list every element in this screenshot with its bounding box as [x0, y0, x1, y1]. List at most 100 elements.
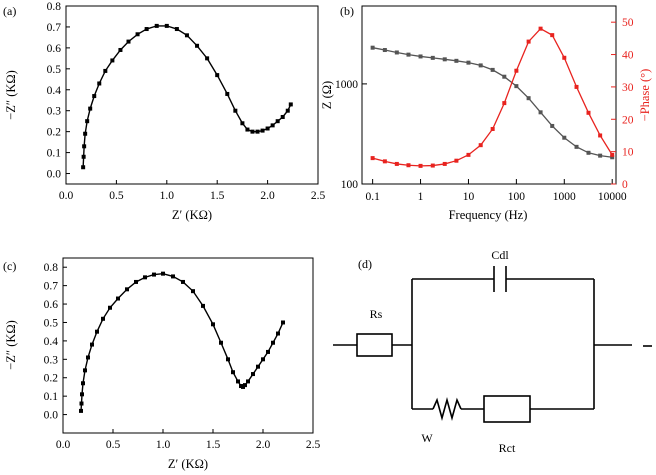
impedance-series-line: [372, 47, 613, 158]
panel-b-series: [370, 26, 615, 168]
x-tick-label: 1000: [553, 191, 576, 203]
rs-label: Rs: [370, 307, 383, 321]
data-point: [276, 331, 280, 336]
data-point: [81, 154, 86, 159]
impedance-data-point: [382, 48, 387, 53]
panel-c-plot-frame: [62, 257, 314, 434]
y-tick-label: 0.4: [47, 85, 62, 97]
data-point: [86, 355, 90, 360]
data-point: [205, 56, 210, 61]
phase-data-point: [370, 156, 375, 161]
y-right-tick-label: 30: [622, 82, 634, 94]
resistor-rs: [356, 333, 393, 357]
data-point: [246, 379, 250, 384]
phase-data-point: [382, 159, 387, 164]
data-point: [191, 289, 195, 294]
data-point: [126, 39, 131, 44]
data-point: [101, 316, 105, 321]
data-point: [288, 102, 293, 107]
x-tick-label: 10: [463, 191, 475, 203]
data-point: [83, 131, 88, 136]
data-point: [195, 43, 200, 48]
x-tick-label: 1.0: [160, 190, 175, 202]
data-point: [174, 27, 179, 32]
panel-c-series: [79, 271, 285, 413]
data-point: [95, 329, 99, 334]
panel-c-ylabel: −Z″ (KΩ): [4, 320, 18, 370]
panel-a-nyquist: (a) 0.0 0.5 1.0 1.5 2.0 2.5 0.0 0.1 0.2 0.3 0.4 0.5…: [3, 1, 325, 222]
phase-data-point: [610, 152, 615, 157]
y-tick-label: 0.5: [44, 317, 59, 329]
panel-a-axes: 0.0 0.5 1.0 1.5 2.0 2.5 0.0 0.1 0.2 0.3 0.4 0.5 0.6 0…: [47, 1, 326, 202]
y-tick-label: 0.6: [44, 299, 59, 311]
y-tick-label: 0.2: [44, 373, 59, 385]
panel-a-xlabel: Z′ (KΩ): [172, 208, 212, 222]
data-point: [181, 279, 185, 284]
panel-a-ylabel: −Z″ (KΩ): [4, 70, 18, 120]
impedance-data-point: [370, 45, 375, 50]
x-tick-label: 100: [508, 191, 526, 203]
data-point: [161, 271, 165, 276]
data-point: [79, 408, 83, 413]
x-tick-label: 0.5: [109, 190, 124, 202]
phase-data-point: [514, 68, 519, 73]
impedance-data-point: [526, 96, 531, 101]
data-point: [215, 73, 220, 78]
x-tick-label: 0.0: [59, 190, 74, 202]
panel-b-plot-frame: [361, 5, 617, 185]
y-tick-label: 0.8: [47, 1, 62, 13]
data-point: [79, 401, 84, 406]
y-tick-label: 0.7: [44, 281, 59, 293]
y-right-tick-label: 50: [622, 17, 634, 29]
data-point: [211, 322, 215, 327]
data-point: [118, 47, 123, 52]
impedance-data-point: [490, 67, 495, 72]
data-point: [201, 303, 205, 308]
panel-a-plot-frame: [65, 5, 319, 185]
panel-b-label: (b): [340, 4, 354, 18]
data-point: [250, 129, 255, 134]
data-point: [154, 23, 159, 28]
data-point: [243, 383, 247, 388]
impedance-data-point: [406, 52, 411, 57]
panel-c-nyquist: (c) 0.0 0.5 1.0 1.5 2.0 2.5 0.0 0.1 0.2 0.3 0.4 0.5…: [3, 257, 321, 471]
data-point: [88, 106, 93, 111]
phase-data-point: [526, 39, 531, 44]
data-point: [144, 27, 149, 32]
x-tick-label: 2.5: [311, 190, 326, 202]
data-point: [164, 23, 169, 28]
data-point: [266, 349, 270, 354]
data-point: [271, 340, 275, 345]
x-tick-label: 1.0: [156, 439, 171, 451]
y-tick-label: 0.7: [47, 22, 62, 34]
y-tick-label: 0.3: [44, 354, 59, 366]
impedance-data-point: [586, 150, 591, 155]
phase-data-point: [442, 161, 447, 166]
phase-data-point: [418, 163, 423, 168]
data-point: [275, 119, 280, 124]
phase-data-point: [454, 158, 459, 163]
panel-c-xlabel: Z′ (KΩ): [168, 457, 208, 471]
impedance-data-point: [430, 55, 435, 60]
data-point: [85, 119, 90, 124]
x-tick-label: 2.0: [260, 190, 275, 202]
phase-data-point: [394, 161, 399, 166]
phase-data-point: [538, 26, 543, 31]
panel-c-axes: 0.0 0.5 1.0 1.5 2.0 2.5 0.0 0.1 0.2 0.3 0.4 0.5 0.6 0…: [44, 262, 321, 451]
impedance-data-point: [610, 155, 615, 160]
panel-d-equivalent-circuit: (d) Rs Cdl W Rct: [333, 248, 652, 455]
y-tick-label: 0.0: [47, 169, 62, 181]
data-point: [233, 108, 238, 113]
y-tick-label: 0.2: [47, 127, 62, 139]
rct-label: Rct: [499, 441, 516, 455]
data-point: [116, 296, 120, 301]
x-tick-label: 2.5: [306, 439, 321, 451]
phase-data-point: [574, 84, 579, 89]
panel-c-label: (c): [3, 259, 16, 273]
data-point: [143, 275, 147, 280]
data-point: [231, 370, 235, 375]
phase-data-point: [550, 33, 555, 38]
data-point: [270, 123, 275, 128]
data-point: [97, 81, 102, 86]
